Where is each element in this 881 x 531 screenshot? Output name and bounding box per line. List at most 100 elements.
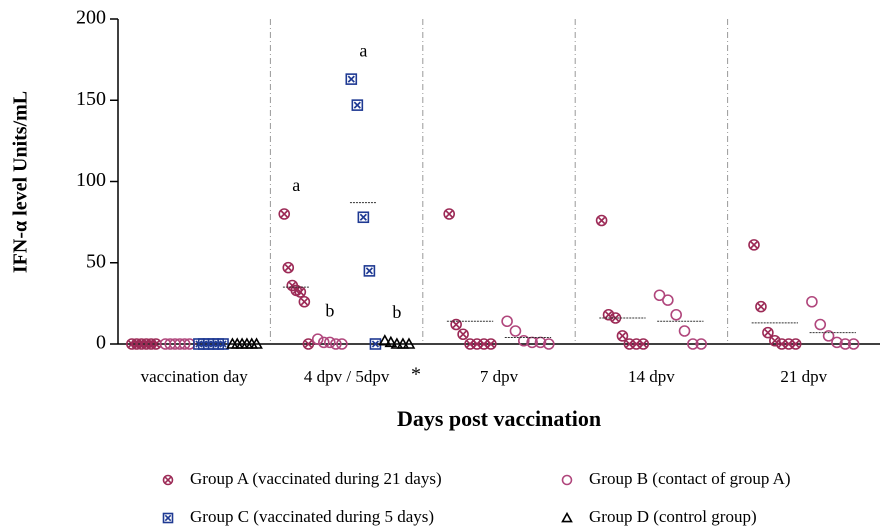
marker-cross <box>164 476 172 484</box>
marker-shape <box>302 338 315 350</box>
data-point <box>330 338 342 350</box>
marker-shape <box>543 338 555 350</box>
data-point <box>755 300 767 313</box>
marker-shape <box>561 511 573 523</box>
marker-cross <box>487 340 495 348</box>
significance-label: b <box>325 300 334 320</box>
data-point <box>822 330 835 342</box>
data-point <box>217 338 229 350</box>
marker-shape <box>814 318 827 331</box>
x-axis-title: Days post vaccination <box>397 406 601 431</box>
y-tick-label: 0 <box>96 332 106 354</box>
data-point <box>616 330 629 342</box>
data-point <box>390 337 404 349</box>
marker-cross <box>359 213 367 221</box>
marker-shape <box>250 337 263 349</box>
legend-label: Group B (contact of group A) <box>589 469 791 488</box>
marker-shape <box>839 338 852 350</box>
marker-shape <box>330 338 342 350</box>
marker-cross <box>750 241 758 249</box>
marker-shape <box>464 338 476 350</box>
marker-shape <box>378 334 392 346</box>
data-point <box>450 318 462 331</box>
marker-shape <box>748 239 760 251</box>
marker-cross <box>764 329 772 337</box>
marker-shape <box>324 336 336 349</box>
data-point <box>831 336 843 349</box>
marker-shape <box>662 294 674 306</box>
legend-label: Group C (vaccinated during 5 days) <box>190 507 434 526</box>
marker-shape <box>789 338 802 350</box>
marker-cross <box>300 298 308 306</box>
marker-shape <box>351 99 364 111</box>
y-tick-label: 100 <box>76 169 106 191</box>
marker-shape <box>616 330 629 342</box>
marker-shape <box>345 73 358 85</box>
data-point <box>282 261 295 274</box>
marker-shape <box>602 308 615 321</box>
data-point <box>653 289 666 302</box>
marker-cross <box>365 267 373 275</box>
marker-shape <box>390 337 404 349</box>
data-point <box>396 337 410 349</box>
data-point <box>662 294 674 306</box>
marker-shape <box>298 295 311 308</box>
marker-shape <box>806 295 818 308</box>
marker-shape <box>217 338 229 350</box>
marker-cross <box>219 340 227 348</box>
marker-shape <box>178 338 191 350</box>
marker-shape <box>678 325 691 337</box>
significance-label: b <box>392 302 401 322</box>
marker-shape <box>762 326 774 339</box>
marker-cross <box>604 311 613 319</box>
marker-cross <box>792 340 800 348</box>
x-tick-label: 7 dpv <box>480 367 519 386</box>
marker-shape <box>509 325 522 337</box>
data-point <box>324 336 336 349</box>
note-label: * <box>411 364 421 386</box>
marker-cross <box>152 340 160 348</box>
x-tick-label: 4 dpv / 5dpv <box>304 367 390 386</box>
data-point <box>670 308 682 321</box>
data-point <box>534 336 547 349</box>
marker-shape <box>402 337 416 349</box>
marker-shape <box>363 265 376 277</box>
data-point <box>595 214 608 227</box>
marker-shape <box>443 208 455 220</box>
marker-cross <box>445 210 453 218</box>
marker-shape <box>670 308 682 321</box>
data-point <box>357 211 370 224</box>
marker-cross <box>459 330 467 338</box>
data-point <box>678 325 691 337</box>
marker-shape <box>162 474 174 486</box>
marker-cross <box>639 340 647 348</box>
marker-shape <box>318 336 330 349</box>
data-point <box>318 336 330 349</box>
data-point <box>278 208 291 220</box>
marker-cross <box>452 320 460 329</box>
marker-shape <box>775 338 788 350</box>
data-point <box>363 265 376 277</box>
data-point <box>847 338 860 350</box>
marker-shape <box>282 261 295 274</box>
significance-label: a <box>292 175 300 195</box>
data-point <box>298 295 311 308</box>
marker-cross <box>296 288 304 296</box>
data-point <box>748 239 760 251</box>
marker-cross <box>618 332 627 340</box>
marker-shape <box>278 208 291 220</box>
marker-shape <box>457 328 469 341</box>
marker-shape <box>769 334 781 347</box>
marker-shape <box>637 338 650 350</box>
marker-shape <box>450 318 462 331</box>
data-point <box>687 338 699 350</box>
marker-shape <box>831 336 843 349</box>
data-point <box>762 326 774 339</box>
data-point <box>402 337 416 349</box>
marker-shape <box>478 338 490 350</box>
data-point <box>457 328 469 341</box>
marker-cross <box>164 514 172 522</box>
legend-label: Group D (control group) <box>589 507 757 526</box>
data-point <box>814 318 827 331</box>
